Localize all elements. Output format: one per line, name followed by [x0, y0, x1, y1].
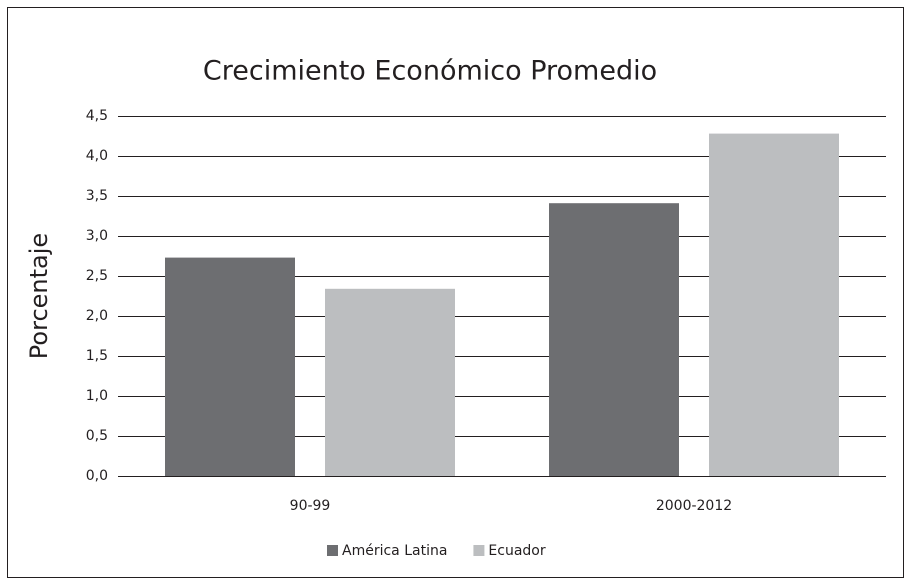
- y-tick-label: 4,5: [86, 108, 108, 124]
- bar: [549, 203, 679, 476]
- y-tick-label: 1,5: [86, 348, 108, 364]
- bar: [325, 288, 455, 476]
- y-tick-label: 4,0: [86, 148, 108, 164]
- y-tick-label: 2,0: [86, 308, 108, 324]
- y-tick-label: 3,5: [86, 188, 108, 204]
- x-tick-label: 2000-2012: [656, 498, 732, 514]
- legend-swatch: [327, 545, 338, 556]
- y-tick-label: 1,0: [86, 388, 108, 404]
- chart-title: Crecimiento Económico Promedio: [203, 56, 657, 87]
- y-tick-label: 0,0: [86, 468, 108, 484]
- y-tick-label: 2,5: [86, 268, 108, 284]
- bar: [165, 257, 295, 476]
- y-axis-label: Porcentaje: [25, 233, 53, 359]
- x-tick-label: 90-99: [290, 498, 331, 514]
- legend-swatch: [473, 545, 485, 556]
- bar: [709, 133, 839, 476]
- legend-label: América Latina: [342, 543, 447, 559]
- y-tick-label: 0,5: [86, 428, 108, 444]
- legend-label: Ecuador: [488, 543, 545, 559]
- y-tick-label: 3,0: [86, 228, 108, 244]
